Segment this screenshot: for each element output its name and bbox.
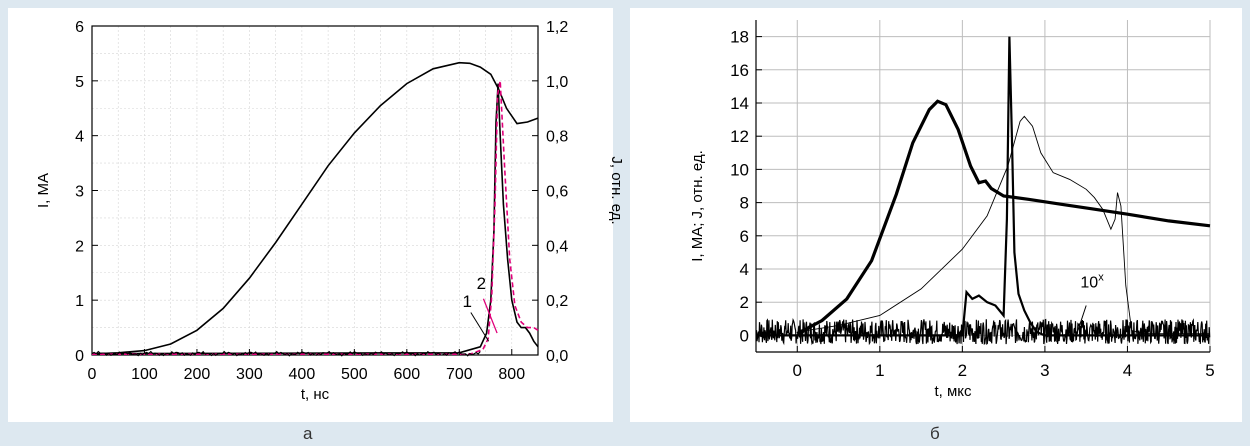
y2-tick-label: 0,0 — [546, 348, 568, 365]
annotation-10x: 10x — [1080, 271, 1104, 291]
series-line-3 — [92, 80, 539, 355]
y-tick-label: 2 — [740, 293, 749, 312]
y-tick-label: 3 — [75, 184, 84, 201]
x-tick-label: 500 — [341, 366, 368, 383]
x-tick-label: 600 — [393, 366, 420, 383]
noise-signal — [755, 318, 1211, 346]
x-tick-label: 5 — [1205, 361, 1214, 380]
x-tick-label: 100 — [131, 366, 158, 383]
y-tick-label: 0 — [740, 326, 749, 345]
x-tick-label: 700 — [446, 366, 473, 383]
x-tick-label: 0 — [88, 366, 97, 383]
y-tick-label: 10 — [730, 160, 749, 179]
x-tick-label: 4 — [1123, 361, 1132, 380]
y2-tick-label: 0,4 — [546, 238, 568, 255]
y-axis-label: I, МА; J, отн. ед. — [689, 150, 706, 262]
x-tick-label: 300 — [236, 366, 263, 383]
x-tick-label: 2 — [958, 361, 967, 380]
x-tick-label: 0 — [793, 361, 802, 380]
y-tick-label: 14 — [730, 94, 749, 113]
panel-a-caption: а — [303, 424, 313, 443]
annotation-1: 1 — [462, 292, 471, 311]
y-tick-label: 16 — [730, 61, 749, 80]
annotation-2-leader — [482, 298, 498, 334]
chart-panel-a: 0 100 200 300 400 500 600 700 800 0 1 2 3 4 5 6 0,0 0,2 0,… — [8, 8, 625, 422]
y-tick-label: 6 — [740, 227, 749, 246]
x-tick-label: 200 — [184, 366, 211, 383]
annotation-1-leader — [470, 312, 490, 342]
x-axis-label: t, мкс — [934, 383, 972, 400]
x-tick-label: 400 — [289, 366, 316, 383]
y2-tick-label: 0,2 — [546, 293, 568, 310]
annotation-10x-leader — [1077, 305, 1087, 331]
y-tick-label: 2 — [75, 238, 84, 255]
x-tick-label: 800 — [498, 366, 525, 383]
series-line-2 — [797, 115, 1210, 335]
y2-tick-label: 1,2 — [546, 19, 568, 36]
y-tick-label: 0 — [75, 348, 84, 365]
annotation-10x-superscript: x — [1098, 271, 1104, 283]
y-tick-label: 18 — [730, 28, 749, 47]
y-tick-label: 4 — [740, 260, 749, 279]
series-line-1 — [796, 99, 1211, 336]
series-line-3 — [756, 36, 1210, 337]
y2-axis-label: J, отн. ед. — [608, 156, 625, 224]
x-axis-label: t, нс — [301, 386, 330, 403]
y-tick-label: 12 — [730, 127, 749, 146]
y2-tick-label: 0,8 — [546, 129, 568, 146]
x-tick-label: 3 — [1040, 361, 1049, 380]
annotation-2: 2 — [477, 274, 486, 293]
y-axis-label: I, МА — [35, 173, 52, 208]
y-tick-label: 1 — [75, 293, 84, 310]
y-tick-label: 4 — [75, 129, 84, 146]
y2-tick-label: 0,6 — [546, 184, 568, 201]
y-tick-label: 5 — [75, 74, 84, 91]
chart-panel-b: 0 1 2 3 4 5 0 2 4 6 8 10 12 14 16 18 t, мкс I, МА; J, отн… — [630, 8, 1242, 422]
y-tick-label: 6 — [75, 19, 84, 36]
chart-a-svg: 0 100 200 300 400 500 600 700 80001234560,00,20,… — [35, 19, 625, 403]
y-tick-label: 8 — [740, 194, 749, 213]
panel-b-caption: б — [930, 424, 940, 443]
y2-tick-label: 1,0 — [546, 74, 568, 91]
noise-baseline — [91, 350, 481, 357]
x-tick-label: 1 — [875, 361, 884, 380]
